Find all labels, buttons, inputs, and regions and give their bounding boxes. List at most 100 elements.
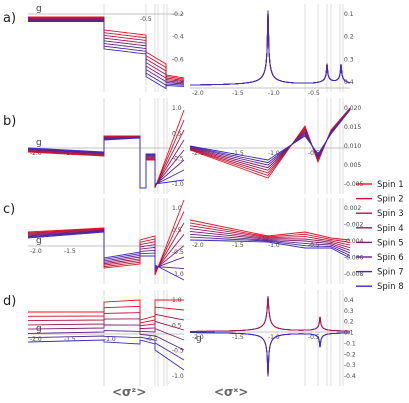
series-b-x-spin-8 [189,109,351,161]
y-tick-label: -0.1 [344,340,356,347]
y-tick-label: 0.005 [344,162,361,169]
y-tick-label: -0.2 [172,11,184,18]
series-c-x-spin-2 [189,222,351,244]
y-tick-label: -0.2 [344,351,356,358]
x-tick-label: -1.5 [232,90,244,97]
y-tick-label: -0.002 [344,222,364,229]
plot-panel-7: -2.0 -1.5 -1.0 -0.50.40.30.20.1-0.1-0.2-0.3… [190,290,356,386]
y-tick-label: 0.5 [172,227,182,234]
series-a-z-spin-3 [28,17,185,81]
y-tick-label: -0.5 [172,249,184,256]
sigma-z-label: <σᶻ> [112,385,146,399]
series-d-z-spin-4 [27,318,185,331]
series-c-x-spin-6 [189,233,351,254]
y-tick-label: 0.015 [344,124,361,131]
series-a-z-spin-7 [28,20,185,86]
series-d-z-spin-5 [27,324,185,341]
y-tick-label: 0.1 [344,11,354,18]
legend-label-spin-3: Spin 3 [377,209,404,219]
y-tick-label: -0.6 [172,56,184,63]
plot-panel-5: -2.0 -1.5 -1.0 -0.5 0.002 -0.002 -0.004 -0.006 -… [190,198,364,284]
series-d-x-spin-2 [190,295,350,332]
series-a-z-spin-6 [28,19,185,85]
y-tick-label: -1.0 [172,271,184,278]
y-tick-label: -0.5 [172,156,184,163]
sigma-x-label: <σˣ> [214,385,248,399]
g-axis-label: g [36,4,42,14]
x-tick-label: -1.0 [104,336,116,343]
y-tick-label: 0.2 [344,319,354,326]
y-tick-label: -0.5 [172,348,184,355]
legend-label-spin-6: Spin 6 [377,253,404,263]
series-d-x-spin-3 [190,295,350,332]
x-tick-label: -1.5 [64,248,76,255]
legend-label-spin-1: Spin 1 [377,180,404,190]
x-tick-label: -1.5 [232,242,244,249]
x-tick-label: -0.5 [308,150,320,157]
x-tick-label: -2.0 [192,150,204,157]
y-tick-label: 0.2 [344,34,354,41]
x-tick-label: -2.0 [192,90,204,97]
y-tick-label: -0.004 [344,238,364,245]
y-tick-label: 0.4 [344,297,354,304]
series-d-x-spin-8 [190,332,350,377]
y-tick-label: 0.010 [344,143,361,150]
x-tick-label: -0.5 [308,242,320,249]
series-d-z-spin-1 [28,299,184,321]
x-tick-label: -0.5 [308,334,320,341]
x-tick-label: -1.0 [268,242,280,249]
y-tick-label: -0.006 [344,255,364,262]
series-a-z-spin-5 [28,19,185,84]
series-c-x-spin-7 [189,236,351,256]
x-tick-label: -2.0 [192,334,204,341]
x-tick-label: -1.5 [232,334,244,341]
panel-label-d: d) [3,294,16,309]
series-c-x-spin-1 [189,219,351,241]
x-tick-label: -1.5 [64,336,76,343]
y-tick-label: -0.4 [344,373,356,380]
legend-label-spin-8: Spin 8 [377,282,404,292]
series-b-z-spin-6 [27,136,185,189]
plot-panel-4: -2.0 -1.5 1.0 0.5 -0.5 -1.0 g [28,198,184,284]
series-c-z-spin-8 [27,231,185,281]
plot-panel-3: -2.0 -1.5 -1.0 -0.5 0.020 0.015 0.010 0.005 -0.0… [190,98,364,194]
x-tick-label: -2.0 [30,150,42,157]
x-tick-label: -1.0 [268,90,280,97]
x-tick-label: -1.0 [268,150,280,157]
y-tick-label: -0.4 [172,34,184,41]
x-tick-label: -0.5 [308,90,320,97]
y-tick-label: 1.0 [172,205,182,212]
legend-label-spin-4: Spin 4 [377,224,404,234]
y-tick-label: 1.0 [172,297,182,304]
series-b-z-spin-8 [27,137,185,189]
series-c-x-spin-4 [189,228,351,249]
series-a-x-spin-8 [190,10,351,86]
series-a-z-spin-1 [28,16,185,79]
x-tick-label: -2.0 [30,336,42,343]
plot-panel-1: -2.0 -1.5 -1.0 -0.50.10.20.30.4 [190,4,354,97]
y-tick-label: -0.3 [344,362,356,369]
legend-label-spin-2: Spin 2 [377,195,404,205]
g-axis-label: g [36,236,42,246]
series-a-z-spin-8 [28,21,185,90]
x-tick-label: -2.0 [192,242,204,249]
legend-label-spin-5: Spin 5 [377,238,404,248]
legend: Spin 1 Spin 2 Spin 3 Spin 4 Spin 5 Spin 6 Spin… [356,180,404,292]
y-tick-label: 0.002 [344,205,361,212]
panel-label-a: a) [3,11,16,26]
series-c-x-spin-5 [189,230,351,251]
legend-label-spin-7: Spin 7 [377,268,404,278]
y-tick-label: 1.0 [172,105,182,112]
x-tick-label: -0.5 [140,16,152,23]
y-tick-label: 0.020 [344,105,361,112]
series-c-x-spin-3 [189,225,351,246]
series-c-x-spin-8 [189,239,351,259]
y-tick-label: -0.005 [344,181,364,188]
y-tick-label: 0.5 [172,130,182,137]
series-a-z-spin-4 [28,18,185,83]
y-tick-label: 0.3 [344,56,354,63]
y-tick-label: -1.0 [172,181,184,188]
series-d-z-spin-8 [27,339,185,371]
x-tick-label: -1.5 [232,150,244,157]
